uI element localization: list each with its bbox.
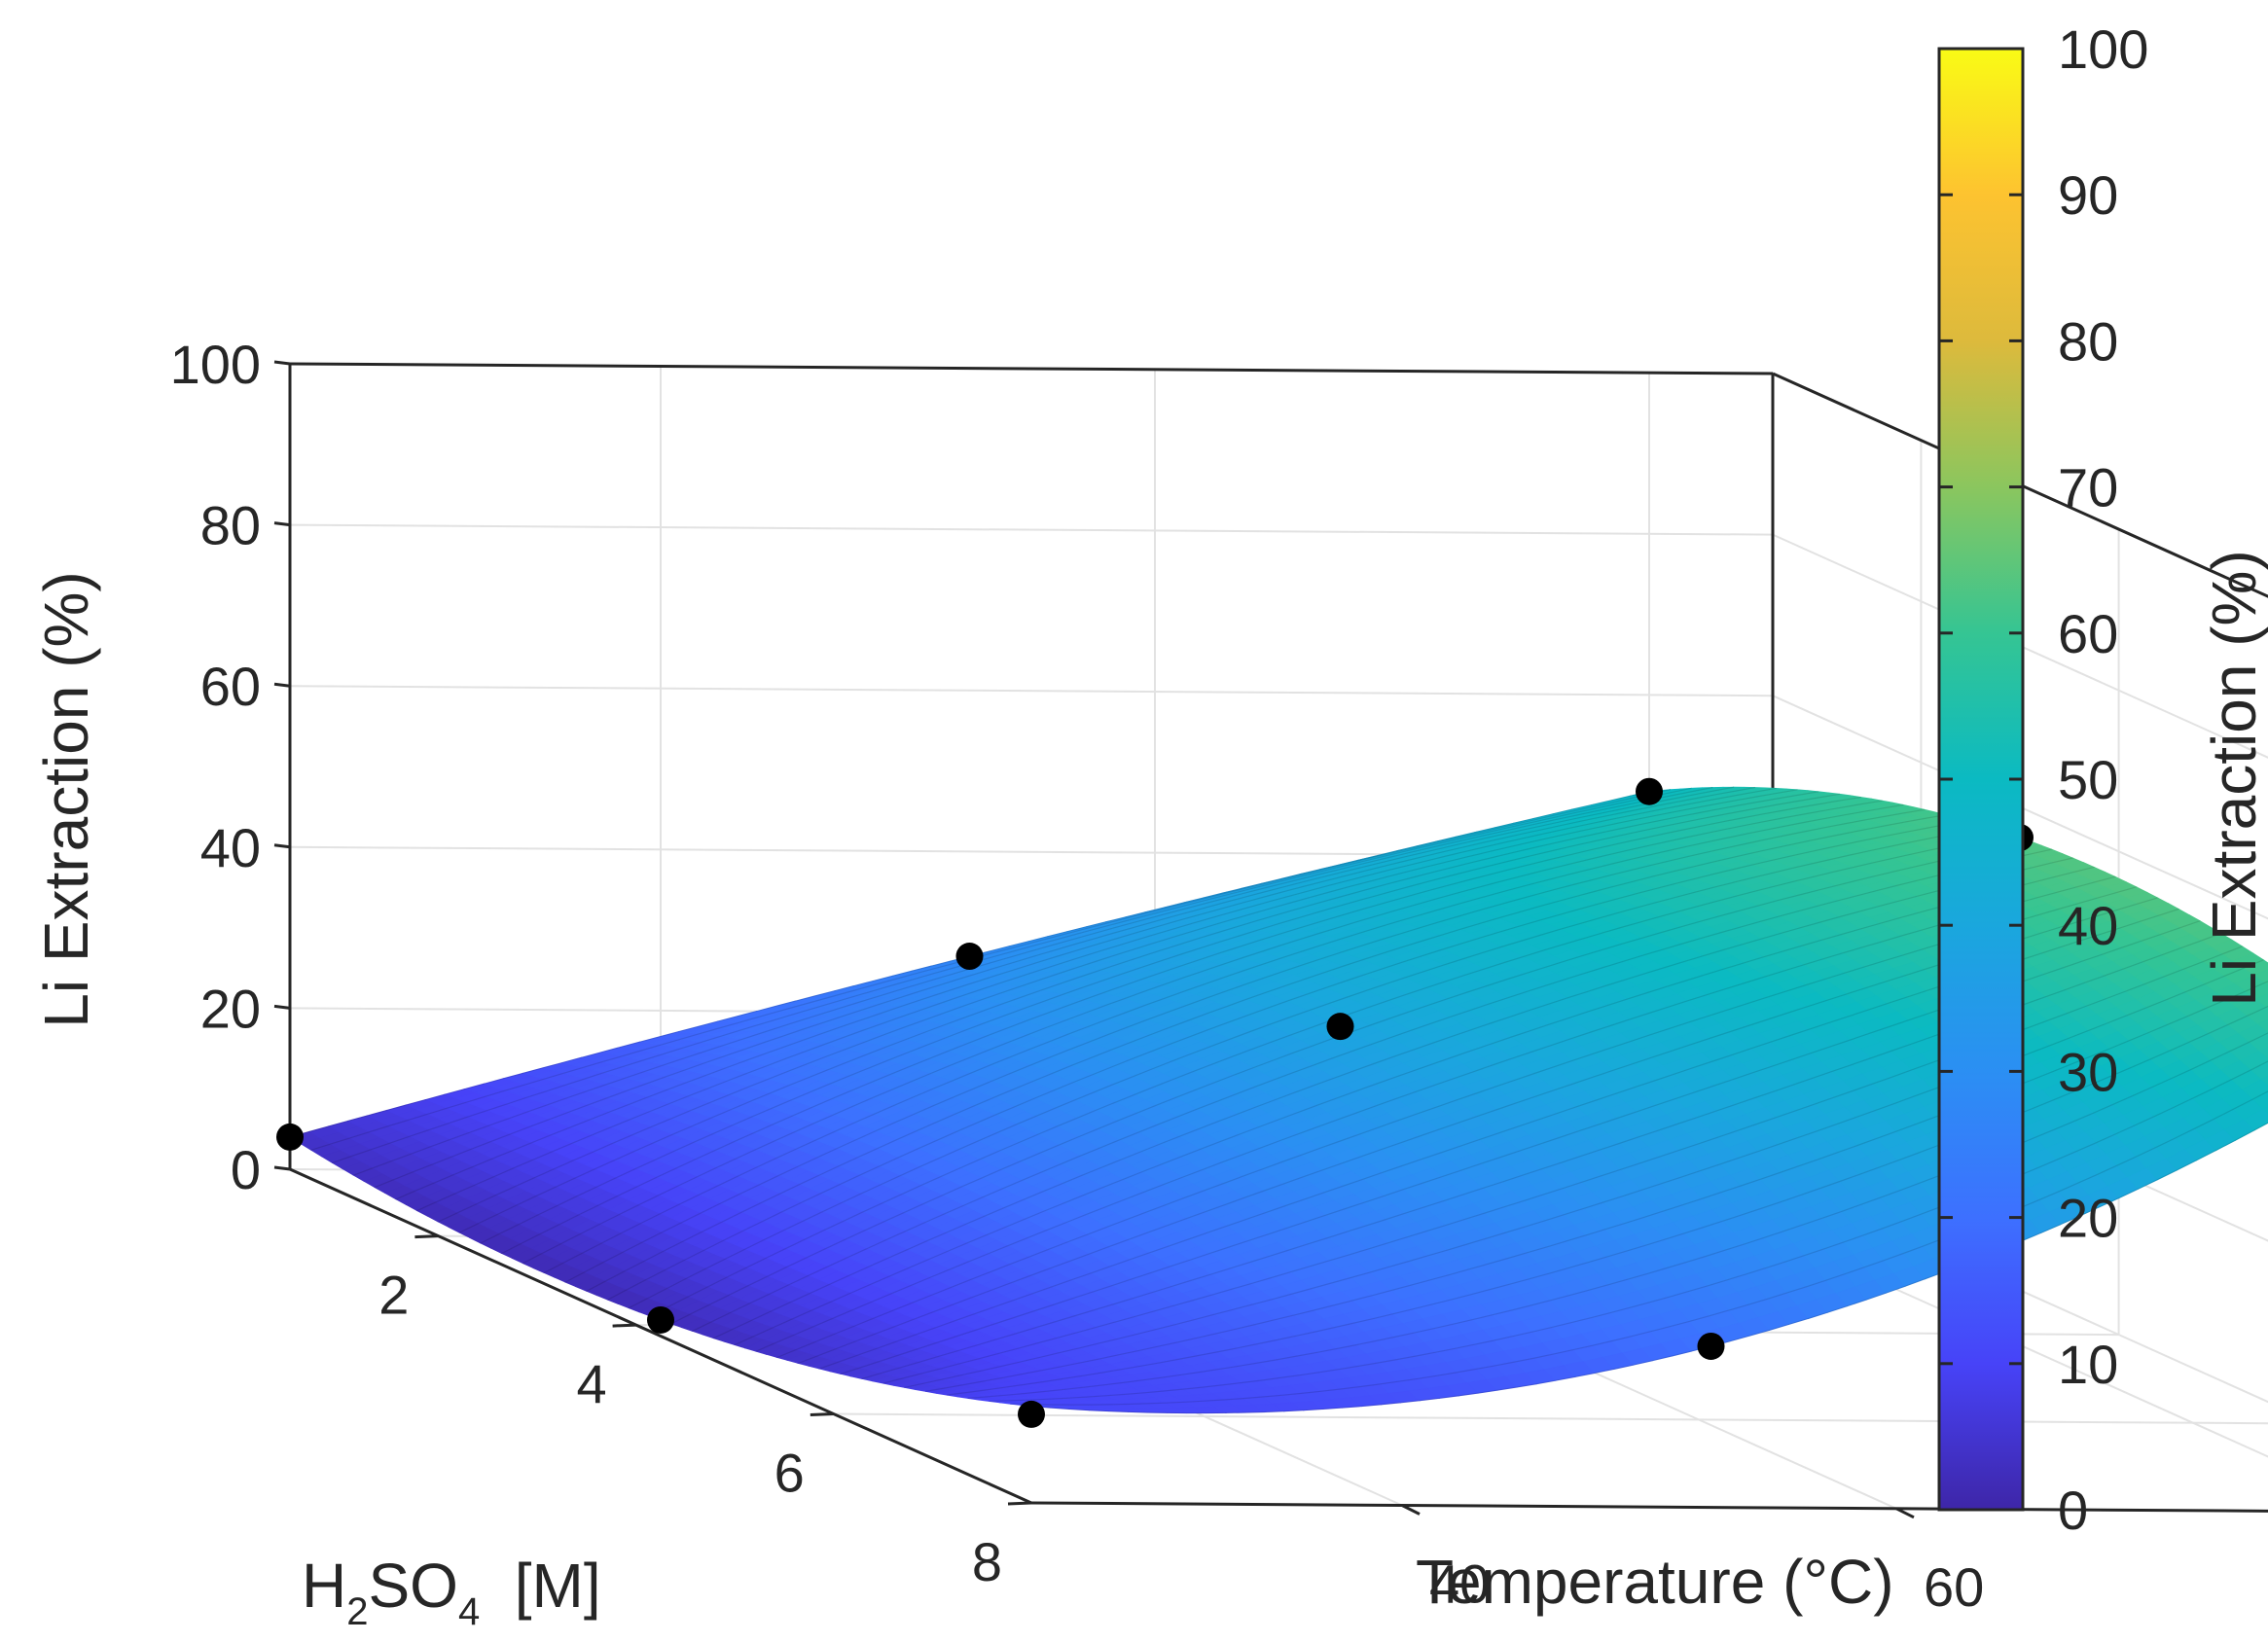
- x-tick-label: 6: [774, 1443, 805, 1504]
- data-point: [955, 943, 984, 971]
- x-tick-label: 8: [972, 1531, 1002, 1592]
- data-point: [1697, 1332, 1725, 1360]
- x-tick: [810, 1412, 834, 1417]
- axis-line-x: [289, 1167, 1032, 1505]
- data-point: [647, 1305, 674, 1334]
- grid-line: [1772, 695, 2268, 920]
- x-axis-label: H2SO4 [M]: [302, 1551, 601, 1633]
- box-edge: [289, 362, 1774, 375]
- x-tick: [1007, 1501, 1032, 1506]
- data-point: [1636, 777, 1663, 805]
- data-point: [1018, 1400, 1045, 1428]
- x-tick: [414, 1234, 439, 1239]
- x-tick-label: 2: [378, 1265, 409, 1326]
- axis-line-y: [1030, 1501, 2268, 1513]
- grid-line: [1772, 533, 2268, 759]
- grid-line: [289, 523, 1774, 536]
- data-point: [276, 1123, 304, 1151]
- box-edge: [1772, 372, 2268, 598]
- grid-line: [289, 685, 1774, 697]
- x-tick-label: 4: [576, 1353, 606, 1414]
- x-tick: [612, 1323, 636, 1328]
- grid-line: [833, 1412, 2268, 1425]
- data-point: [1326, 1013, 1354, 1041]
